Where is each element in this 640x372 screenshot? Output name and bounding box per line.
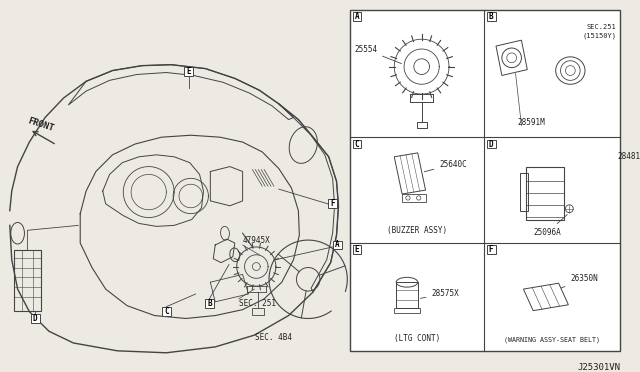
Text: A: A: [355, 12, 360, 21]
Bar: [353, 246, 362, 254]
Text: 25096A: 25096A: [533, 215, 567, 237]
Text: 28481: 28481: [618, 152, 640, 161]
Bar: [31, 314, 40, 323]
Bar: [205, 299, 214, 308]
Text: B: B: [489, 12, 493, 21]
Text: A: A: [335, 240, 340, 250]
Text: 47945X: 47945X: [243, 236, 270, 245]
Bar: [486, 246, 495, 254]
Text: B: B: [207, 299, 212, 308]
Bar: [252, 308, 264, 315]
Bar: [333, 241, 342, 249]
Bar: [402, 194, 426, 202]
Text: C: C: [164, 307, 168, 316]
Bar: [13, 250, 41, 311]
Text: SEC. 251: SEC. 251: [239, 299, 276, 308]
Bar: [396, 282, 418, 308]
Text: F: F: [330, 199, 335, 208]
Text: C: C: [355, 140, 360, 148]
Text: D: D: [489, 140, 493, 148]
Bar: [184, 67, 193, 76]
Text: 28575X: 28575X: [420, 289, 459, 298]
Text: SEC.251: SEC.251: [587, 25, 616, 31]
Text: J25301VN: J25301VN: [577, 363, 620, 372]
Bar: [353, 140, 362, 148]
Bar: [394, 308, 420, 312]
Bar: [350, 10, 620, 351]
Text: SEC. 4B4: SEC. 4B4: [255, 333, 292, 342]
Bar: [328, 199, 337, 208]
Bar: [353, 12, 362, 21]
Text: (WARNING ASSY-SEAT BELT): (WARNING ASSY-SEAT BELT): [504, 337, 600, 343]
Bar: [162, 307, 171, 316]
Text: D: D: [33, 314, 38, 323]
Text: FRONT: FRONT: [27, 116, 55, 133]
Bar: [526, 167, 563, 221]
Text: (15150Y): (15150Y): [582, 32, 616, 39]
Text: (LTG CONT): (LTG CONT): [394, 334, 440, 343]
Text: 25554: 25554: [354, 45, 401, 64]
Text: 25640C: 25640C: [424, 160, 467, 172]
Text: F: F: [489, 246, 493, 254]
Bar: [417, 122, 426, 128]
Bar: [520, 173, 528, 211]
Bar: [486, 12, 495, 21]
Text: E: E: [186, 67, 191, 76]
Text: 26350N: 26350N: [561, 274, 598, 288]
Text: 28591M: 28591M: [517, 118, 545, 127]
Text: (BUZZER ASSY): (BUZZER ASSY): [387, 226, 447, 235]
Text: E: E: [355, 246, 360, 254]
Bar: [486, 140, 495, 148]
